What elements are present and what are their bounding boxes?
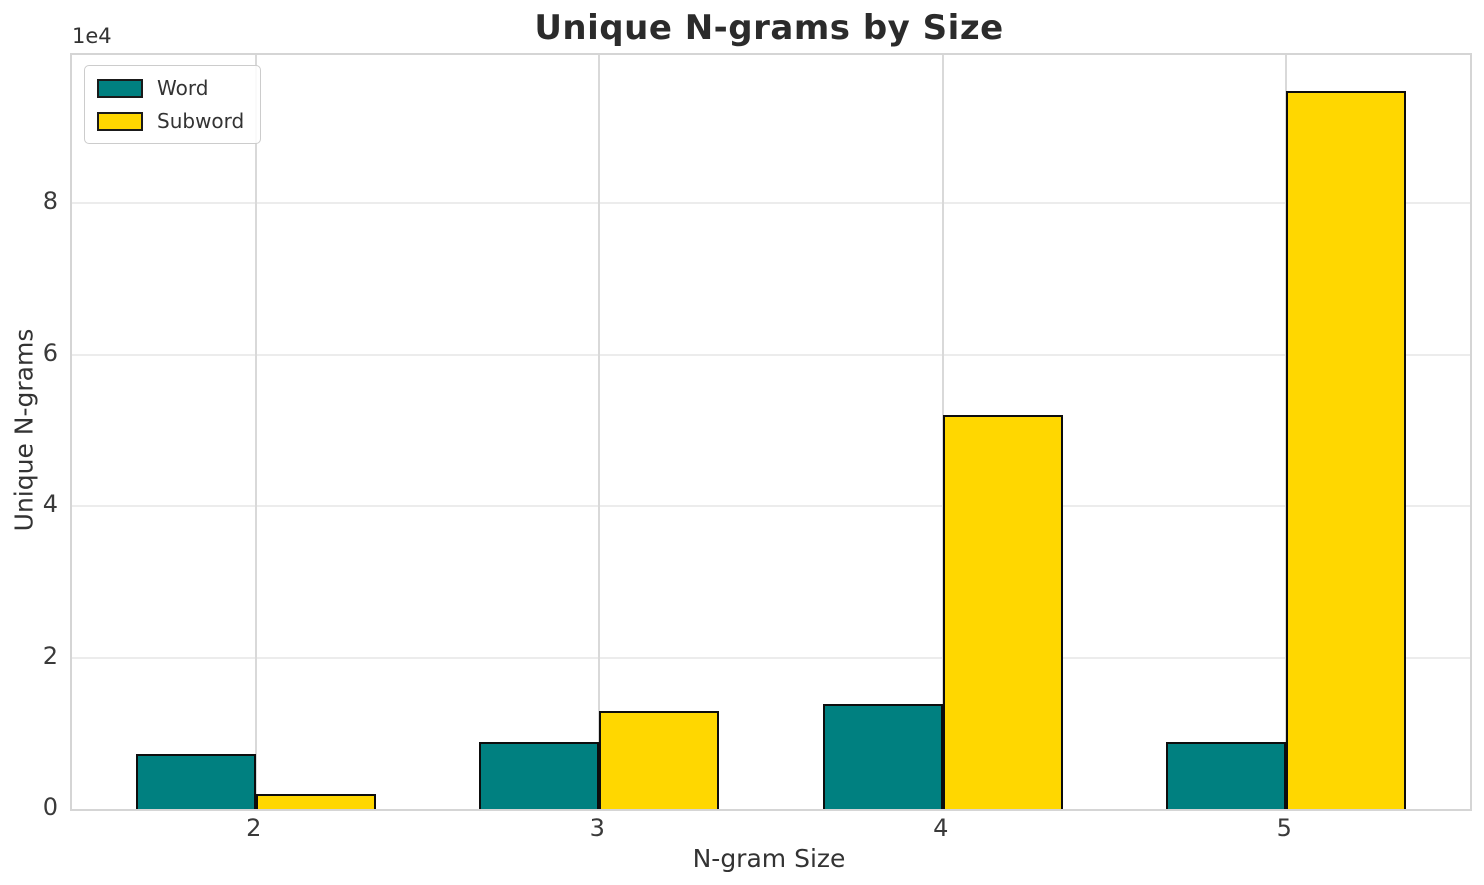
bar-word-2 xyxy=(135,753,256,809)
legend-item-subword: Subword xyxy=(97,109,244,133)
x-tick-label: 5 xyxy=(1276,814,1292,842)
y-tick-label: 4 xyxy=(42,490,58,518)
y-tick-label: 0 xyxy=(42,793,58,821)
plot-area: Word Subword xyxy=(70,53,1472,811)
bar-word-4 xyxy=(822,704,943,809)
bar-subword-3 xyxy=(599,711,720,809)
gridline-horizontal xyxy=(72,656,1470,659)
y-tick-label: 2 xyxy=(42,641,58,670)
legend: Word Subword xyxy=(84,65,262,144)
x-tick-label: 4 xyxy=(933,814,949,842)
x-tick-label: 2 xyxy=(246,814,262,842)
legend-swatch-subword xyxy=(97,111,143,131)
bar-subword-2 xyxy=(255,793,376,809)
bar-word-5 xyxy=(1166,741,1287,809)
chart-title: Unique N-grams by Size xyxy=(534,8,1004,48)
legend-label: Word xyxy=(157,76,209,100)
y-tick-label: 6 xyxy=(42,338,58,367)
legend-label: Subword xyxy=(157,109,245,133)
gridline-horizontal xyxy=(72,505,1470,508)
gridline-vertical xyxy=(598,55,601,809)
legend-swatch-word xyxy=(97,78,143,98)
gridline-vertical xyxy=(254,55,257,809)
y-tick-label: 8 xyxy=(42,187,58,215)
bar-word-3 xyxy=(479,741,600,809)
y-axis-offset-label: 1e4 xyxy=(72,24,112,48)
bar-subword-4 xyxy=(942,415,1063,809)
gridline-horizontal xyxy=(72,202,1470,205)
x-tick-label: 3 xyxy=(589,814,605,842)
legend-item-word: Word xyxy=(97,76,244,100)
x-axis-label: N-gram Size xyxy=(692,844,846,873)
bar-subword-5 xyxy=(1286,90,1407,809)
gridline-horizontal xyxy=(72,353,1470,356)
